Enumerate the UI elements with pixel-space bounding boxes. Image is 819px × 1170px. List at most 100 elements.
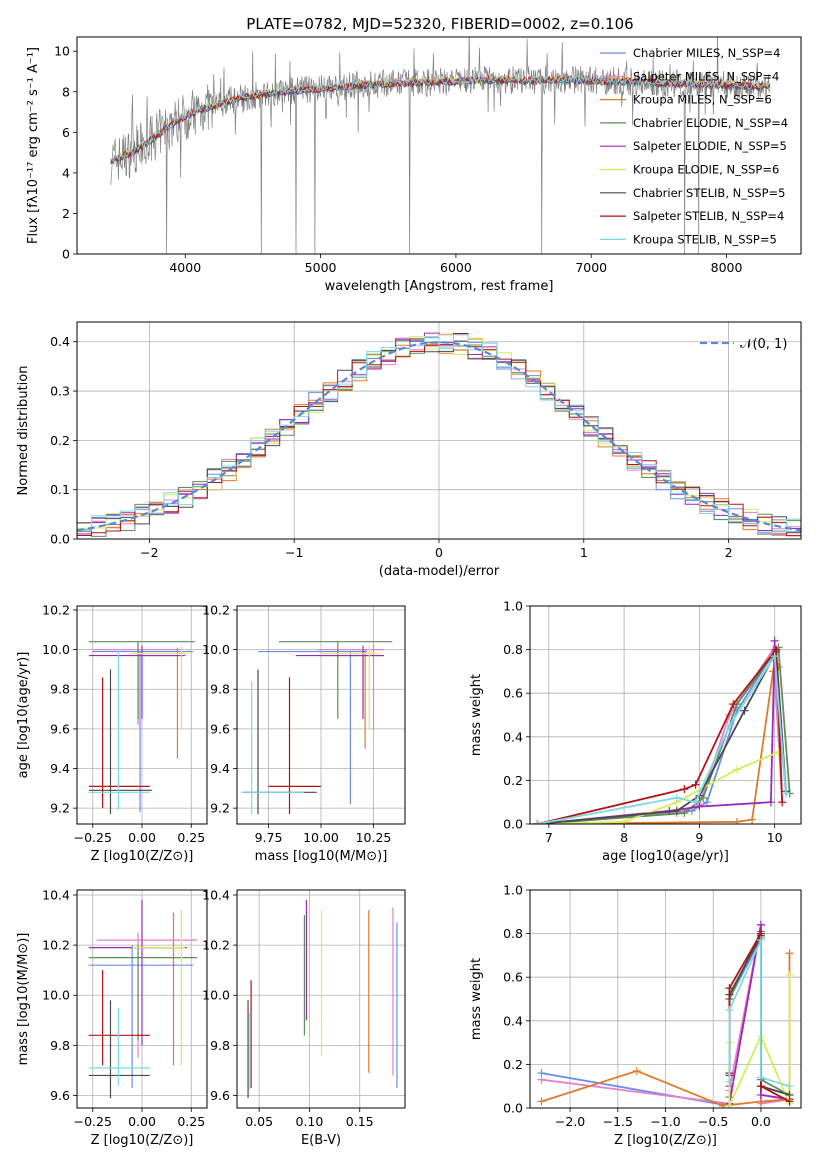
y-tick-label: 0 [62, 247, 70, 262]
x-tick-label: 4000 [169, 260, 201, 275]
data-point [756, 936, 765, 945]
y-axis-label: mass weight [469, 958, 484, 1040]
legend-entry: 𝒩(0, 1) [740, 337, 787, 352]
axes-frame [76, 36, 802, 255]
y-tick-label: 6 [62, 125, 70, 140]
data-point [766, 798, 775, 807]
data-point [756, 1090, 765, 1099]
y-axis-label: Flux [fλ10⁻¹⁷ erg cm⁻² s⁻¹ A⁻¹] [26, 47, 41, 244]
plot-area [77, 332, 801, 537]
x-axis-label: E(B-V) [301, 1133, 341, 1148]
x-tick-label: 0.25 [177, 830, 205, 845]
mass-weight-series-4 [728, 924, 790, 1104]
y-tick-label: 0.4 [503, 1013, 523, 1028]
y-tick-label: 9.6 [50, 721, 70, 736]
mass-weight-series-0 [537, 651, 787, 824]
axes-frame [236, 889, 406, 1109]
figure-title: PLATE=0782, MJD=52320, FIBERID=0002, z=0… [246, 15, 633, 33]
mass-weight-series-6 [728, 935, 790, 1096]
x-tick-label: 9.75 [255, 830, 283, 845]
data-point [695, 802, 704, 811]
y-tick-label: 0.4 [50, 334, 70, 349]
data-point [785, 971, 794, 980]
x-axis-label: wavelength [Angstrom, rest frame] [325, 279, 554, 294]
data-point [725, 1077, 734, 1086]
data-point [537, 1097, 546, 1106]
mass-weight-series-7 [728, 930, 790, 1103]
y-axis-label: Normed distribution [16, 366, 31, 496]
y-axis-label: mass [log10(M/M⊙)] [16, 933, 31, 1066]
data-point [770, 636, 779, 645]
model-spectrum-8 [110, 74, 771, 163]
data-point [725, 1005, 734, 1014]
x-axis-label: Z [log10(Z/Z⊙)] [614, 1133, 717, 1148]
y-tick-label: 1.0 [503, 599, 523, 614]
axes-frame [529, 889, 802, 1109]
mass-weight-series-1 [541, 924, 790, 1105]
y-axis-label: age [log10(age/yr)] [16, 652, 31, 779]
panel-residual-histogram: −2 −1 0 1 2 0.0 0.1 0.2 0.3 0.4 (data-model)/error… [16, 321, 802, 579]
data-point [740, 706, 749, 715]
plot-area [533, 636, 794, 824]
panel-mass-vs-metallicity: −0.25 0.00 0.25 9.6 9.8 10.0 10.2 10.4 Z [log10(… [16, 888, 208, 1148]
axes-frame [76, 321, 802, 540]
panel-spectrum: 4000 5000 6000 7000 8000 0 2 4 6 8 10 wavelength [A… [26, 36, 802, 294]
data-point [770, 652, 779, 661]
panel-age-vs-metallicity: −0.25 0.00 0.25 9.2 9.4 9.6 9.8 10.0 10.2 Z [log1… [16, 602, 208, 864]
y-tick-label: 10.0 [42, 642, 70, 657]
x-tick-label: 7 [545, 830, 553, 845]
grid-lines [237, 890, 405, 1108]
data-point [756, 1073, 765, 1082]
data-point [672, 806, 681, 815]
y-tick-label: 8 [62, 84, 70, 99]
y-tick-label: 0.6 [503, 686, 523, 701]
x-axis-label: Z [log10(Z/Z⊙)] [91, 1133, 194, 1148]
y-tick-label: 0.1 [50, 482, 70, 497]
x-tick-label: 10 [767, 830, 783, 845]
y-tick-label: 0.0 [503, 817, 523, 832]
y-tick-label: 0.3 [50, 384, 70, 399]
x-tick-label: 0.25 [177, 1114, 205, 1129]
data-point [537, 1075, 546, 1084]
data-point [672, 793, 681, 802]
data-point [733, 817, 742, 824]
x-tick-label: 0 [435, 545, 443, 560]
y-tick-label: 9.8 [50, 1038, 70, 1053]
data-point [785, 949, 794, 958]
data-point [756, 920, 765, 929]
data-point [691, 780, 700, 789]
x-axis-label: age [log10(age/yr)] [602, 849, 729, 864]
mass-weight-series-7 [537, 647, 784, 824]
x-tick-label: −0.25 [74, 830, 112, 845]
legend: Chabrier MILES, N_SSP=4 Salpeter MILES, N… [600, 46, 788, 246]
x-tick-label: 0.15 [346, 1114, 374, 1129]
data-point [725, 1101, 734, 1108]
y-tick-label: 0.8 [503, 926, 523, 941]
y-tick-label: 10.0 [42, 988, 70, 1003]
x-tick-label: −1 [285, 545, 303, 560]
x-axis-label: (data-model)/error [379, 564, 500, 579]
x-tick-label: 0.0 [751, 1114, 771, 1129]
y-tick-label: 0.2 [503, 1057, 523, 1072]
data-point [725, 721, 734, 730]
data-point [691, 798, 700, 807]
data-point [632, 1066, 641, 1075]
y-tick-label: 9.2 [50, 801, 70, 816]
data-point [785, 1082, 794, 1091]
y-tick-label: 10.2 [202, 938, 230, 953]
grid-lines [530, 605, 801, 825]
grid-lines [77, 322, 801, 540]
y-tick-label: 9.6 [50, 1088, 70, 1103]
y-tick-label: 10.0 [202, 988, 230, 1003]
axes-frame [236, 605, 406, 825]
legend-entry: Salpeter ELODIE, N_SSP=5 [633, 139, 787, 153]
mass-weight-series-3 [537, 644, 791, 824]
data-point [748, 815, 757, 824]
panel-age-vs-mass: 9.75 10.00 10.25 9.2 9.4 9.6 9.8 10.0 10.2 mass [… [202, 602, 406, 864]
y-tick-label: 9.8 [210, 1038, 230, 1053]
y-tick-label: 10.2 [42, 602, 70, 617]
plot-area [247, 900, 398, 1098]
data-point [729, 700, 738, 709]
x-tick-label: 0.00 [128, 830, 156, 845]
